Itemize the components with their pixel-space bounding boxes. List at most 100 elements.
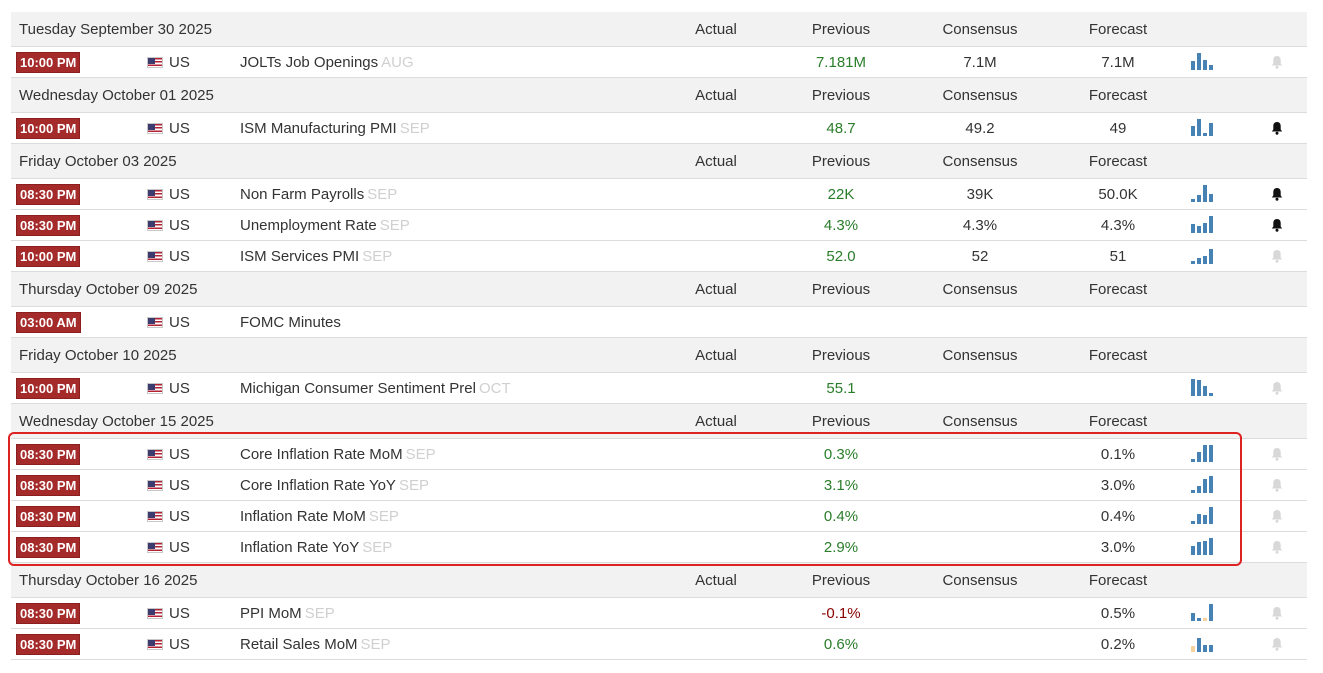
previous-value: 48.7 <box>826 119 856 137</box>
event-row[interactable]: 08:30 PM US Inflation Rate MoM SEP 0.4% 0.4% <box>11 501 1307 532</box>
event-row[interactable]: 08:30 PM US PPI MoM SEP -0.1% 0.5% <box>11 598 1307 629</box>
actual-value <box>671 501 761 531</box>
us-flag-icon <box>147 479 163 491</box>
event-row[interactable]: 10:00 PM US Michigan Consumer Sentiment Pr… <box>11 373 1307 404</box>
forecast-value: 3.0% <box>1100 538 1136 556</box>
consensus-value: 52 <box>971 247 989 265</box>
bell-icon[interactable] <box>1271 55 1283 69</box>
us-flag-icon <box>147 122 163 134</box>
event-name-link[interactable]: Core Inflation Rate YoY <box>240 476 396 494</box>
bell-icon[interactable] <box>1271 540 1283 554</box>
bell-icon[interactable] <box>1271 637 1283 651</box>
consensus-value <box>930 439 1030 469</box>
actual-value <box>671 241 761 271</box>
time-badge: 08:30 PM <box>16 633 81 655</box>
mini-chart-bar <box>1197 542 1201 555</box>
event-name-link[interactable]: Core Inflation Rate MoM <box>240 445 403 463</box>
bell-icon[interactable] <box>1271 606 1283 620</box>
mini-chart-icon[interactable] <box>1191 604 1213 621</box>
event-row[interactable]: 03:00 AM US FOMC Minutes <box>11 307 1307 338</box>
column-header-forecast: Forecast <box>1088 346 1148 364</box>
actual-value <box>671 629 761 659</box>
mini-chart-icon[interactable] <box>1191 247 1213 264</box>
reference-period: SEP <box>398 476 429 494</box>
event-row[interactable]: 08:30 PM US Inflation Rate YoY SEP 2.9% 3.0% <box>11 532 1307 563</box>
forecast-value <box>1068 307 1168 337</box>
mini-chart-icon[interactable] <box>1191 216 1213 233</box>
bell-icon[interactable] <box>1271 447 1283 461</box>
date-label: Wednesday October 15 2025 <box>19 412 214 430</box>
mini-chart-icon[interactable] <box>1191 635 1213 652</box>
event-name-link[interactable]: Michigan Consumer Sentiment Prel <box>240 379 476 397</box>
forecast-value: 51 <box>1109 247 1127 265</box>
event-name-link[interactable]: PPI MoM <box>240 604 302 622</box>
mini-chart-bar <box>1209 216 1213 233</box>
date-label: Wednesday October 01 2025 <box>19 86 214 104</box>
forecast-value: 50.0K <box>1098 185 1138 203</box>
time-badge: 08:30 PM <box>16 602 81 624</box>
mini-chart-bar <box>1209 476 1213 493</box>
event-row[interactable]: 08:30 PM US Core Inflation Rate YoY SEP 3.1%… <box>11 470 1307 501</box>
mini-chart-icon[interactable] <box>1191 119 1213 136</box>
mini-chart-bar <box>1209 123 1213 136</box>
event-row[interactable]: 08:30 PM US Retail Sales MoM SEP 0.6% 0.2% <box>11 629 1307 660</box>
country-label: US <box>169 119 190 137</box>
country-label: US <box>169 247 190 265</box>
bell-icon[interactable] <box>1271 509 1283 523</box>
event-row[interactable]: 08:30 PM US Non Farm Payrolls SEP 22K 39K 50.0… <box>11 179 1307 210</box>
mini-chart-bar <box>1209 194 1213 202</box>
actual-value <box>671 113 761 143</box>
date-label: Friday October 10 2025 <box>19 346 177 364</box>
event-name-link[interactable]: ISM Services PMI <box>240 247 360 265</box>
bell-active-icon[interactable] <box>1271 121 1283 135</box>
event-name-link[interactable]: Non Farm Payrolls <box>240 185 365 203</box>
bell-active-icon[interactable] <box>1271 187 1283 201</box>
bell-icon[interactable] <box>1271 381 1283 395</box>
previous-value: 55.1 <box>826 379 856 397</box>
previous-value: 0.3% <box>823 445 859 463</box>
event-name-link[interactable]: Unemployment Rate <box>240 216 377 234</box>
mini-chart-bar <box>1191 521 1195 524</box>
event-row[interactable]: 08:30 PM US Unemployment Rate SEP 4.3% 4.3% 4.… <box>11 210 1307 241</box>
column-header-forecast: Forecast <box>1088 152 1148 170</box>
event-row[interactable]: 10:00 PM US ISM Services PMI SEP 52.0 52 51 <box>11 241 1307 272</box>
event-name-link[interactable]: FOMC Minutes <box>240 313 341 331</box>
mini-chart-icon[interactable] <box>1191 507 1213 524</box>
mini-chart-bar <box>1203 515 1207 524</box>
mini-chart-bar <box>1191 490 1195 493</box>
mini-chart-icon[interactable] <box>1191 538 1213 555</box>
mini-chart-icon[interactable] <box>1191 53 1213 70</box>
mini-chart-bar <box>1197 618 1201 621</box>
bell-icon[interactable] <box>1271 249 1283 263</box>
event-row[interactable]: 10:00 PM US ISM Manufacturing PMI SEP 48.7 49… <box>11 113 1307 144</box>
event-row[interactable]: 10:00 PM US JOLTs Job Openings AUG 7.181M 7.1… <box>11 47 1307 78</box>
consensus-value: 39K <box>966 185 994 203</box>
mini-chart-bar <box>1197 258 1201 264</box>
time-badge: 08:30 PM <box>16 474 81 496</box>
forecast-value: 0.2% <box>1100 635 1136 653</box>
event-row[interactable]: 08:30 PM US Core Inflation Rate MoM SEP 0.3%… <box>11 439 1307 470</box>
event-name-link[interactable]: Inflation Rate YoY <box>240 538 360 556</box>
us-flag-icon <box>147 56 163 68</box>
mini-chart-icon[interactable] <box>1191 445 1213 462</box>
mini-chart-bar <box>1203 445 1207 462</box>
us-flag-icon <box>147 638 163 650</box>
actual-value <box>671 210 761 240</box>
event-name-link[interactable]: JOLTs Job Openings <box>240 53 379 71</box>
mini-chart-icon[interactable] <box>1191 185 1213 202</box>
column-header-forecast: Forecast <box>1088 20 1148 38</box>
us-flag-icon <box>147 448 163 460</box>
time-badge: 10:00 PM <box>16 245 81 267</box>
bell-icon[interactable] <box>1271 478 1283 492</box>
date-header-row: Friday October 03 2025 Actual Previous Cons… <box>11 144 1307 179</box>
column-header-consensus: Consensus <box>942 412 1018 430</box>
event-name-link[interactable]: ISM Manufacturing PMI <box>240 119 397 137</box>
event-name-link[interactable]: Retail Sales MoM <box>240 635 358 653</box>
mini-chart-icon[interactable] <box>1191 476 1213 493</box>
bell-active-icon[interactable] <box>1271 218 1283 232</box>
event-name-link[interactable]: Inflation Rate MoM <box>240 507 366 525</box>
mini-chart-bar <box>1203 645 1207 652</box>
mini-chart-bar <box>1191 546 1195 555</box>
reference-period: SEP <box>360 635 391 653</box>
mini-chart-icon[interactable] <box>1191 379 1213 396</box>
